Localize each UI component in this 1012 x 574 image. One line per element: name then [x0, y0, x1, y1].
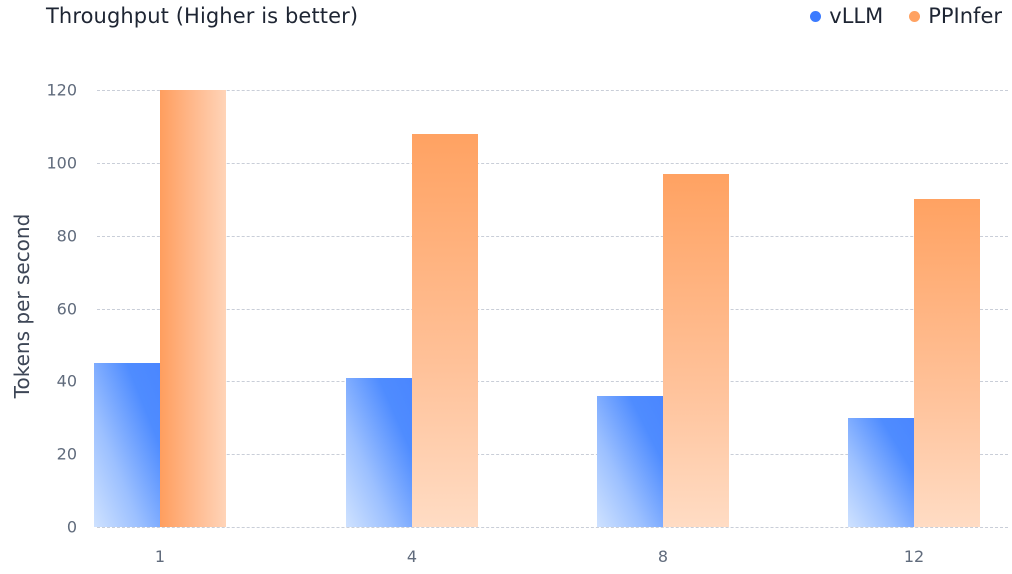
y-tick-label: 120	[46, 80, 77, 100]
gridline	[97, 381, 1008, 383]
y-axis-label: Tokens per second	[10, 213, 34, 399]
gridline	[97, 454, 1008, 456]
x-tick-label: 12	[903, 547, 925, 566]
bar-ppinfer-12[interactable]	[914, 199, 980, 527]
ppinfer-dot-icon	[909, 10, 921, 22]
y-tick-label: 0	[66, 517, 77, 537]
legend-label-vllm: vLLM	[829, 4, 884, 28]
plot-area: 0 20 40 60 80 100 120	[46, 81, 1008, 537]
y-tick-label: 60	[56, 299, 77, 318]
legend: vLLM PPInfer	[810, 4, 1002, 28]
bar-vllm-4[interactable]	[346, 377, 412, 527]
chart-title: Throughput (Higher is better)	[46, 4, 359, 28]
bar-ppinfer-4[interactable]	[412, 133, 478, 527]
y-tick-label: 20	[56, 444, 77, 464]
legend-item-vllm[interactable]: vLLM	[810, 4, 883, 28]
bar-ppinfer-1[interactable]	[160, 90, 226, 527]
bar-vllm-1[interactable]	[94, 363, 160, 527]
y-tick-label: 100	[46, 153, 77, 173]
bar-ppinfer-8[interactable]	[663, 173, 729, 527]
y-tick-label: 80	[56, 226, 77, 246]
vllm-dot-icon	[810, 10, 822, 22]
y-tick-label: 40	[56, 371, 77, 391]
gridline	[97, 162, 1008, 164]
x-tick-label: 4	[406, 547, 418, 566]
gridline	[97, 235, 1008, 237]
legend-label-ppinfer: PPInfer	[928, 4, 1002, 28]
bar-vllm-12[interactable]	[848, 417, 914, 527]
gridline	[97, 90, 1008, 91]
gridline	[97, 527, 1008, 528]
gridline	[97, 308, 1008, 310]
x-tick-label: 8	[657, 547, 669, 566]
legend-item-ppinfer[interactable]: PPInfer	[909, 4, 1002, 28]
x-tick-label: 1	[154, 547, 166, 566]
bar-vllm-8[interactable]	[597, 395, 663, 527]
